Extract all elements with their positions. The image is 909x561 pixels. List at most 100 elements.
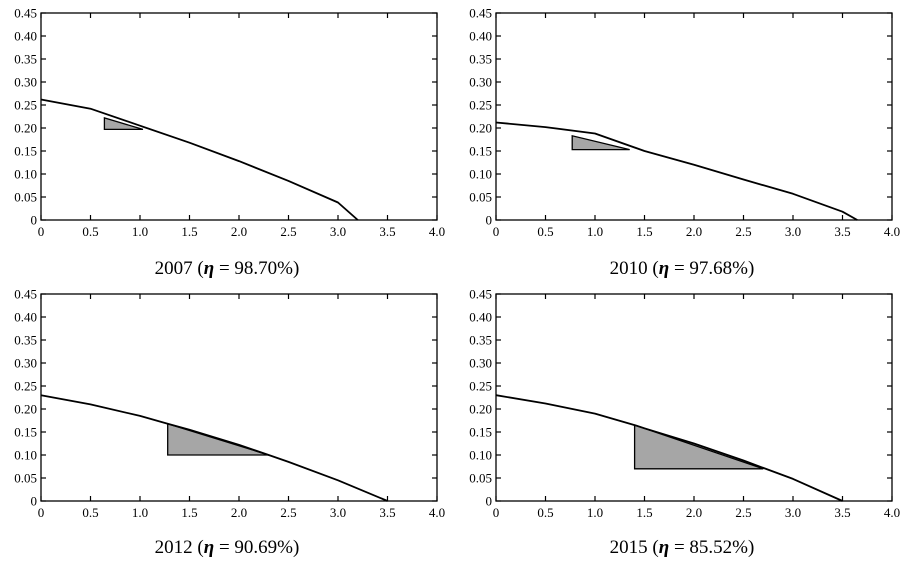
chart-panel-2010: 0 0.5 1.0 1.5 2.0 2.5 3.0 3.5 4.0 0 0.05 0.10 0.15 0.… bbox=[455, 0, 909, 280]
x-tick-label: 2.0 bbox=[686, 505, 702, 520]
x-tick-label: 0.5 bbox=[537, 505, 553, 520]
curve-line bbox=[495, 394, 843, 502]
y-tick-label: 0.10 bbox=[469, 167, 492, 182]
x-tick-label: 1.0 bbox=[587, 505, 603, 520]
y-tick-label: 0.25 bbox=[14, 98, 37, 113]
y-tick-label: 0 bbox=[31, 494, 38, 509]
y-tick-label: 0.25 bbox=[469, 379, 492, 394]
x-tick-label: 2.5 bbox=[735, 224, 751, 239]
x-tick-label: 3.0 bbox=[330, 224, 346, 239]
y-tick-label: 0 bbox=[31, 213, 38, 228]
plot-frame bbox=[495, 12, 893, 221]
x-tick-label: 4.0 bbox=[429, 224, 445, 239]
y-tick-label: 0.30 bbox=[469, 356, 492, 371]
y-tick-label: 0.45 bbox=[469, 287, 492, 302]
y-tick-label: 0.35 bbox=[469, 333, 492, 348]
x-tick-label: 1.5 bbox=[181, 505, 197, 520]
y-tick-label: 0.05 bbox=[14, 471, 37, 486]
x-tick-label: 3.5 bbox=[834, 224, 850, 239]
title-symbol: η bbox=[658, 537, 670, 558]
y-tick-label: 0.35 bbox=[14, 333, 37, 348]
y-tick-label: 0.20 bbox=[14, 402, 37, 417]
chart-panel-2007: 0 0.5 1.0 1.5 2.0 2.5 3.0 3.5 4.0 0 0.05 0.10 0.15 0.… bbox=[0, 0, 454, 280]
curve-line bbox=[40, 98, 359, 221]
x-tick-label: 3.5 bbox=[379, 505, 395, 520]
y-tick-label: 0 bbox=[486, 494, 493, 509]
y-tick-label: 0.45 bbox=[14, 6, 37, 21]
x-tick-label: 0.5 bbox=[537, 224, 553, 239]
y-tick-label: 0.20 bbox=[469, 402, 492, 417]
chart-title-2010: 2010 (η = 97.68%) bbox=[455, 258, 909, 280]
x-tick-label: 3.0 bbox=[330, 505, 346, 520]
x-tick-label: 3.5 bbox=[379, 224, 395, 239]
title-year: 2012 bbox=[154, 537, 193, 558]
title-value: = 97.68%) bbox=[669, 258, 755, 279]
y-tick-label: 0.45 bbox=[469, 6, 492, 21]
x-tick-label: 4.0 bbox=[884, 505, 900, 520]
chart-panel-2015: 0 0.5 1.0 1.5 2.0 2.5 3.0 3.5 4.0 0 0.05 0.10 0.15 0.… bbox=[455, 281, 909, 561]
x-tick-label: 0 bbox=[38, 505, 45, 520]
y-tick-label: 0.25 bbox=[14, 379, 37, 394]
y-tick-label: 0.35 bbox=[14, 52, 37, 67]
chart-svg-2015: 0 0.5 1.0 1.5 2.0 2.5 3.0 3.5 4.0 0 0.05 0.10 0.15 0.… bbox=[469, 287, 900, 521]
x-tick-label: 4.0 bbox=[429, 505, 445, 520]
title-open: ( bbox=[197, 258, 204, 279]
y-tick-label: 0.20 bbox=[14, 121, 37, 136]
plot-frame bbox=[40, 293, 438, 502]
x-tick-label: 0.5 bbox=[82, 505, 98, 520]
x-tick-label: 0.5 bbox=[82, 224, 98, 239]
chart-svg-2012: 0 0.5 1.0 1.5 2.0 2.5 3.0 3.5 4.0 0 0.05 0.10 0.15 0.… bbox=[14, 287, 445, 521]
x-tick-label: 2.5 bbox=[735, 505, 751, 520]
x-tick-label: 1.5 bbox=[636, 224, 652, 239]
x-tick-label: 1.0 bbox=[132, 224, 148, 239]
y-tick-label: 0 bbox=[486, 213, 493, 228]
title-value: = 85.52%) bbox=[669, 537, 755, 558]
y-tick-label: 0.20 bbox=[469, 121, 492, 136]
title-year: 2007 bbox=[154, 258, 193, 279]
y-tick-label: 0.10 bbox=[469, 448, 492, 463]
chart-title-2007: 2007 (η = 98.70%) bbox=[0, 258, 454, 280]
title-open: ( bbox=[197, 537, 204, 558]
y-tick-label: 0.40 bbox=[14, 29, 37, 44]
x-tick-label: 3.5 bbox=[834, 505, 850, 520]
chart-svg-2010: 0 0.5 1.0 1.5 2.0 2.5 3.0 3.5 4.0 0 0.05 0.10 0.15 0.… bbox=[469, 6, 900, 240]
plot-frame bbox=[495, 293, 893, 502]
y-tick-label: 0.05 bbox=[469, 471, 492, 486]
x-tick-label: 1.5 bbox=[636, 505, 652, 520]
x-tick-label: 0 bbox=[493, 505, 500, 520]
y-tick-label: 0.05 bbox=[469, 190, 492, 205]
chart-svg-2007: 0 0.5 1.0 1.5 2.0 2.5 3.0 3.5 4.0 0 0.05 0.10 0.15 0.… bbox=[14, 6, 445, 240]
x-tick-label: 3.0 bbox=[785, 505, 801, 520]
title-open: ( bbox=[652, 537, 659, 558]
x-tick-label: 1.5 bbox=[181, 224, 197, 239]
title-value: = 90.69%) bbox=[214, 537, 300, 558]
title-open: ( bbox=[652, 258, 659, 279]
y-tick-label: 0.45 bbox=[14, 287, 37, 302]
y-tick-label: 0.05 bbox=[14, 190, 37, 205]
chart-title-2012: 2012 (η = 90.69%) bbox=[0, 537, 454, 559]
plot-frame bbox=[40, 12, 438, 221]
x-tick-label: 2.0 bbox=[231, 224, 247, 239]
y-tick-label: 0.35 bbox=[469, 52, 492, 67]
y-tick-label: 0.25 bbox=[469, 98, 492, 113]
y-tick-label: 0.15 bbox=[469, 144, 492, 159]
chart-title-2015: 2015 (η = 85.52%) bbox=[455, 537, 909, 559]
x-tick-label: 3.0 bbox=[785, 224, 801, 239]
y-tick-label: 0.30 bbox=[14, 75, 37, 90]
x-tick-label: 2.0 bbox=[231, 505, 247, 520]
x-tick-label: 2.0 bbox=[686, 224, 702, 239]
x-tick-label: 2.5 bbox=[280, 224, 296, 239]
y-tick-label: 0.10 bbox=[14, 448, 37, 463]
x-tick-label: 0 bbox=[38, 224, 45, 239]
title-year: 2010 bbox=[609, 258, 648, 279]
x-tick-label: 4.0 bbox=[884, 224, 900, 239]
title-symbol: η bbox=[658, 258, 670, 279]
y-tick-label: 0.15 bbox=[14, 425, 37, 440]
y-tick-label: 0.15 bbox=[469, 425, 492, 440]
y-tick-label: 0.30 bbox=[469, 75, 492, 90]
x-tick-label: 2.5 bbox=[280, 505, 296, 520]
x-tick-label: 1.0 bbox=[587, 224, 603, 239]
title-symbol: η bbox=[203, 537, 215, 558]
y-tick-label: 0.15 bbox=[14, 144, 37, 159]
shaded-triangle bbox=[571, 134, 630, 151]
